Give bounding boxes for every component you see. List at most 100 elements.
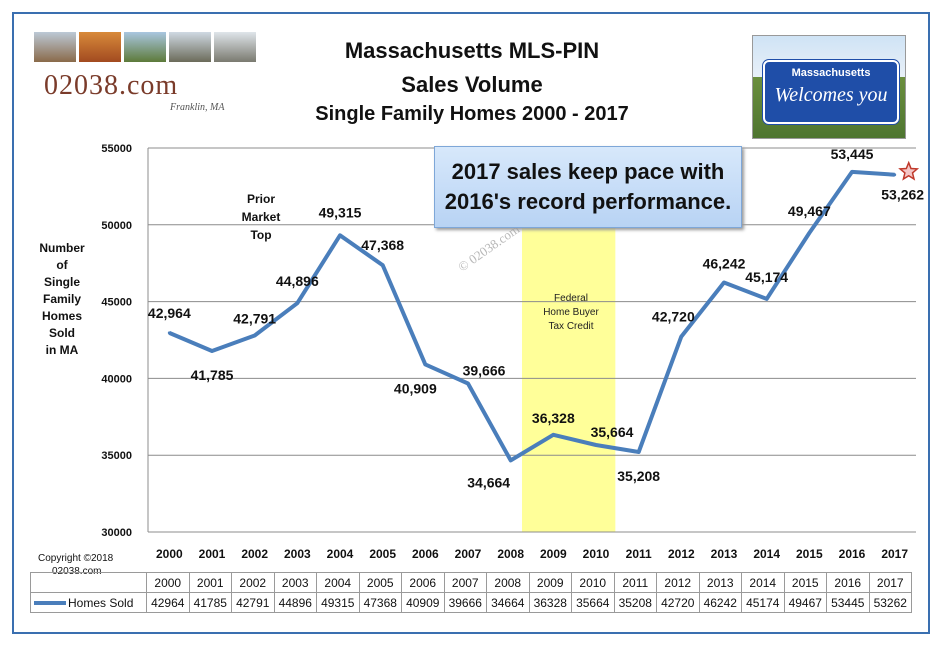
data-table-legend: Homes Sold [30,592,147,613]
building-photo [124,32,166,62]
data-label: 53,445 [831,146,874,162]
y-tick-label: 45000 [101,297,132,309]
welcome-sign-image: Massachusetts Welcomes you [752,35,906,139]
prior-market-top-label: Market [242,210,281,224]
y-tick-label: 55000 [101,143,132,155]
data-table-year: 2006 [401,572,445,593]
y-axis-label-line: Number [39,241,85,255]
data-label: 46,242 [703,256,746,272]
church-photo [169,32,211,62]
x-tick-label: 2007 [455,547,482,561]
data-table-header-row: 2000 2001 2002 2003 2004 2005 2006 2007 2008 2009… [30,572,912,593]
sign-line-2: Welcomes you [774,84,888,106]
data-label: 45,174 [745,269,788,285]
data-table-value: 49315 [316,592,360,613]
x-tick-label: 2009 [540,547,567,561]
data-table-year: 2017 [868,572,912,593]
data-table-year: 2009 [528,572,572,593]
data-table-value: 53262 [868,592,912,613]
data-table-value: 35664 [571,592,615,613]
data-table-year: 2002 [231,572,275,593]
data-point [295,301,299,305]
data-table-value: 47368 [358,592,402,613]
data-table-year: 2004 [316,572,360,593]
data-point [679,335,683,339]
photo-strip [34,32,256,62]
x-tick-label: 2016 [839,547,866,561]
x-tick-label: 2011 [626,547,652,561]
data-point [338,233,342,237]
data-label: 34,664 [467,474,510,490]
data-label: 49,467 [788,203,831,219]
data-point [167,331,171,335]
tax-credit-band [522,223,616,532]
data-table-year: 2001 [188,572,232,593]
x-tick-label: 2008 [497,547,524,561]
x-tick-label: 2014 [753,547,780,561]
tax-credit-label: Home Buyer [543,307,599,318]
watermark: © 02038.com [455,221,522,274]
data-label: 42,720 [652,309,695,325]
callout-box: 2017 sales keep pace with 2016's record … [434,146,742,228]
data-label: 44,896 [276,273,319,289]
tree-photo [79,32,121,62]
site-logo: 02038.com Franklin, MA [30,32,256,120]
chart-title: Massachusetts MLS-PIN [344,38,600,63]
data-table-year: 2008 [486,572,530,593]
data-table-value: 41785 [188,592,232,613]
x-tick-label: 2017 [881,547,908,561]
data-table-corner [30,572,147,593]
data-table-value: 45174 [741,592,785,613]
y-tick-label: 50000 [101,220,132,232]
prior-market-top-label: Top [250,228,271,242]
data-table-value: 35208 [613,592,657,613]
sign-line-1: Massachusetts [791,67,871,79]
data-table-year: 2000 [146,572,190,593]
data-label: 42,964 [148,305,191,321]
star-icon [898,160,920,181]
data-label: 49,315 [319,204,362,220]
data-label: 53,262 [881,187,924,203]
data-table-value: 39666 [443,592,487,613]
y-axis-label-line: Family [42,292,81,306]
sign-board: Massachusetts Welcomes you [763,60,899,124]
data-table-value: 34664 [486,592,530,613]
data-table-value: 42791 [231,592,275,613]
prior-market-top-label: Prior [247,192,275,206]
chart-subtitle-2: Single Family Homes 2000 - 2017 [315,103,629,125]
data-point [509,458,513,462]
data-table-value: 36328 [528,592,572,613]
data-label: 39,666 [463,363,506,379]
data-point [807,231,811,235]
data-table-year: 2007 [443,572,487,593]
y-tick-label: 30000 [101,527,132,539]
data-label: 47,368 [361,237,404,253]
data-table-value: 53445 [826,592,870,613]
data-table-year: 2016 [826,572,870,593]
x-tick-label: 2002 [241,547,268,561]
data-table-value: 49467 [783,592,827,613]
copyright-line-2: 02038.com [52,566,102,577]
house-photo [34,32,76,62]
x-tick-label: 2010 [583,547,610,561]
data-point [850,170,854,174]
x-tick-label: 2012 [668,547,695,561]
data-point [722,281,726,285]
data-point [893,173,897,177]
data-point [765,297,769,301]
callout-line-2: 2016's record performance. [444,189,732,214]
data-table-year: 2013 [698,572,742,593]
copyright-line-1: Copyright ©2018 [38,553,114,564]
data-label: 36,328 [532,410,575,426]
data-table-value: 40909 [401,592,445,613]
data-table-year: 2005 [358,572,402,593]
x-tick-label: 2000 [156,547,183,561]
y-axis-label-line: Single [43,275,80,289]
copyright: Copyright ©2018 02038.com [38,552,113,578]
callout-line-1: 2017 sales keep pace with [451,159,725,184]
data-point [594,443,598,447]
data-table-value: 46242 [698,592,742,613]
data-point [466,382,470,386]
x-tick-label: 2005 [369,547,396,561]
